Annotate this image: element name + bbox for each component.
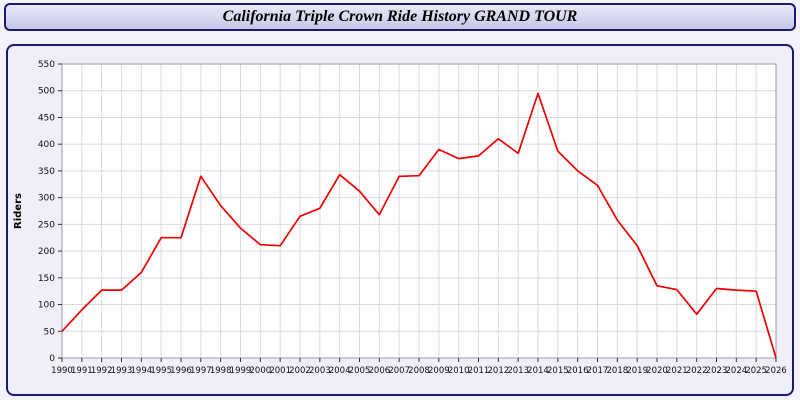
svg-text:300: 300 bbox=[38, 194, 55, 204]
svg-text:1998: 1998 bbox=[210, 366, 232, 376]
svg-text:2020: 2020 bbox=[646, 366, 668, 376]
svg-text:1992: 1992 bbox=[91, 366, 113, 376]
svg-text:2021: 2021 bbox=[666, 366, 688, 376]
svg-text:2009: 2009 bbox=[428, 366, 450, 376]
svg-text:150: 150 bbox=[38, 274, 55, 284]
svg-text:2002: 2002 bbox=[289, 366, 311, 376]
svg-text:2001: 2001 bbox=[269, 366, 291, 376]
svg-text:2012: 2012 bbox=[488, 366, 510, 376]
svg-text:2014: 2014 bbox=[527, 366, 549, 376]
svg-text:1996: 1996 bbox=[170, 366, 192, 376]
svg-text:2026: 2026 bbox=[765, 366, 787, 376]
svg-text:250: 250 bbox=[38, 220, 55, 230]
svg-text:2006: 2006 bbox=[369, 366, 391, 376]
svg-text:2022: 2022 bbox=[686, 366, 708, 376]
svg-text:2016: 2016 bbox=[567, 366, 589, 376]
svg-text:2000: 2000 bbox=[250, 366, 272, 376]
svg-text:2008: 2008 bbox=[408, 366, 430, 376]
svg-text:2011: 2011 bbox=[468, 366, 490, 376]
svg-text:1999: 1999 bbox=[230, 366, 252, 376]
svg-text:2017: 2017 bbox=[587, 366, 609, 376]
svg-text:2004: 2004 bbox=[329, 366, 351, 376]
svg-text:2015: 2015 bbox=[547, 366, 569, 376]
chart-svg: 0501001502002503003504004505005501990199… bbox=[13, 60, 787, 376]
svg-text:400: 400 bbox=[38, 140, 55, 150]
svg-text:500: 500 bbox=[38, 87, 55, 97]
svg-text:0: 0 bbox=[49, 354, 55, 364]
svg-text:350: 350 bbox=[38, 167, 55, 177]
svg-text:2019: 2019 bbox=[626, 366, 648, 376]
svg-text:1991: 1991 bbox=[71, 366, 93, 376]
svg-text:1995: 1995 bbox=[150, 366, 172, 376]
svg-text:200: 200 bbox=[38, 247, 55, 257]
svg-text:Riders: Riders bbox=[13, 193, 24, 229]
svg-text:1994: 1994 bbox=[131, 366, 153, 376]
chart-title: California Triple Crown Ride History GRA… bbox=[222, 8, 578, 25]
svg-text:2018: 2018 bbox=[607, 366, 629, 376]
svg-text:450: 450 bbox=[38, 113, 55, 123]
svg-text:1997: 1997 bbox=[190, 366, 212, 376]
svg-text:550: 550 bbox=[38, 60, 55, 70]
svg-text:100: 100 bbox=[38, 301, 55, 311]
svg-text:2003: 2003 bbox=[309, 366, 331, 376]
svg-text:2013: 2013 bbox=[507, 366, 529, 376]
svg-text:2023: 2023 bbox=[706, 366, 728, 376]
svg-text:50: 50 bbox=[44, 327, 56, 337]
svg-text:2007: 2007 bbox=[388, 366, 410, 376]
svg-text:2005: 2005 bbox=[349, 366, 371, 376]
svg-text:1993: 1993 bbox=[111, 366, 133, 376]
title-bar: California Triple Crown Ride History GRA… bbox=[4, 3, 796, 31]
svg-text:2024: 2024 bbox=[726, 366, 748, 376]
chart-panel: 0 50 100 150 200 250 300 350 400 450 500 550 1990 199… bbox=[6, 44, 794, 396]
svg-text:2010: 2010 bbox=[448, 366, 470, 376]
svg-text:1990: 1990 bbox=[51, 366, 73, 376]
riders-line bbox=[61, 92, 777, 359]
svg-text:2025: 2025 bbox=[745, 366, 767, 376]
